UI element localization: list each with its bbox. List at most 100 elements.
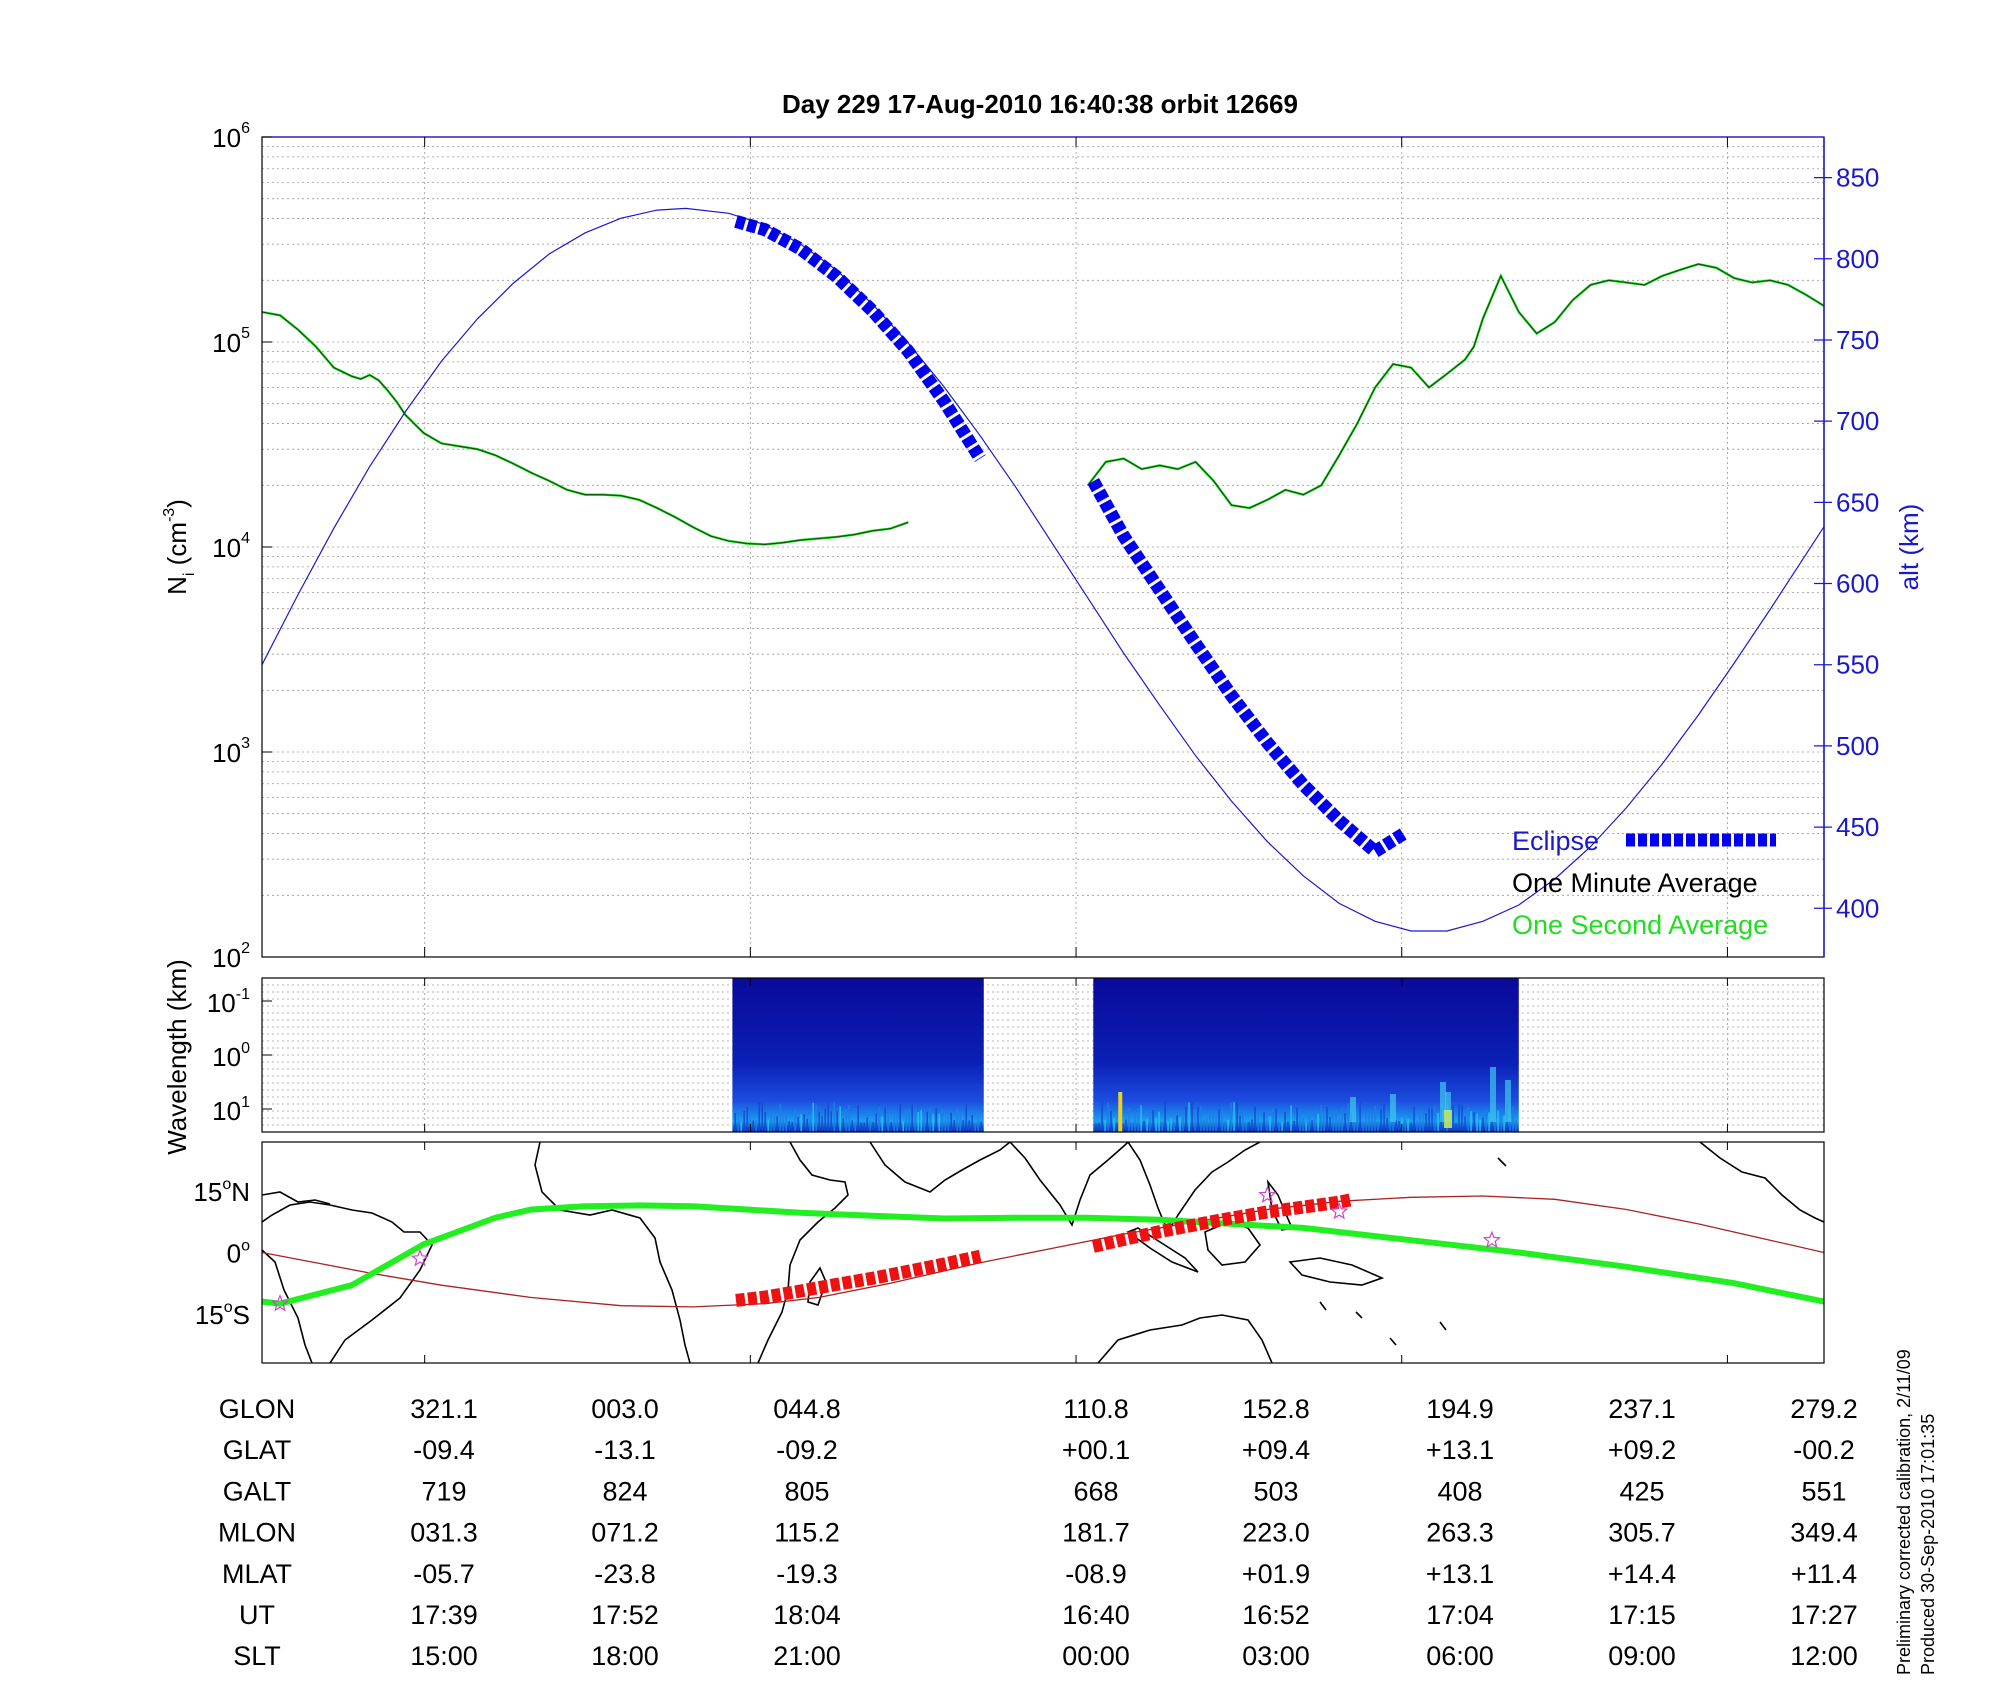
spectrogram-streak (1326, 1106, 1328, 1132)
spectrogram-streak (1182, 1117, 1184, 1132)
spectrogram-streak (890, 1122, 892, 1132)
spectrogram-streak (1161, 1122, 1163, 1132)
spectrogram-streak (1290, 1105, 1292, 1132)
spectrogram-streak (1272, 1108, 1274, 1132)
spectrogram-streak (920, 1110, 922, 1132)
spectrogram-streak (1356, 1110, 1358, 1132)
spectrogram-streak (1113, 1117, 1115, 1132)
table-cell: 16:40 (1062, 1600, 1130, 1630)
spectrogram-streak (962, 1120, 964, 1132)
alt-y-tick-label: 400 (1836, 893, 1879, 923)
spectrogram-streak (1302, 1117, 1304, 1132)
orbit-table: GLON 321.1 003.0 044.8 110.8 152.8 194.9 237.1 2… (218, 1394, 1858, 1671)
star-marker (1330, 1201, 1349, 1220)
spectrogram-streak (1203, 1119, 1205, 1132)
spectrogram-streak (1122, 1123, 1124, 1132)
spectrogram-streak (1365, 1113, 1367, 1132)
spectrogram-streak (782, 1113, 784, 1132)
coastline-north-america (1699, 1142, 1824, 1223)
spectrogram-streak (1380, 1109, 1382, 1132)
spectrogram-streak (1329, 1116, 1331, 1132)
spectrogram-streak (1173, 1122, 1175, 1132)
star-marker (1258, 1185, 1277, 1204)
spectrogram-streak (914, 1108, 916, 1132)
spectrogram-streak (1383, 1103, 1385, 1132)
x-ticks (424, 137, 1728, 1363)
spectrogram-streak (1407, 1119, 1409, 1132)
density-series (262, 207, 1824, 932)
spectrogram-streak (794, 1109, 796, 1132)
coastline-india (1009, 1142, 1129, 1227)
alt-y-tick-label: 700 (1836, 406, 1879, 436)
spectrogram-y-tick-label: 10-1 (207, 986, 250, 1018)
spectrogram-streak (1377, 1121, 1379, 1132)
spectrogram-streak (1134, 1111, 1136, 1132)
density-y-label: Ni (cm-3) (161, 499, 198, 595)
alt-y-tick-label: 450 (1836, 812, 1879, 842)
map-series (262, 1185, 1824, 1312)
spectrogram-streak (1362, 1121, 1364, 1132)
spectrogram-streak (1512, 1106, 1514, 1132)
table-cell: -05.7 (413, 1559, 475, 1589)
spectrogram-streak (803, 1114, 805, 1132)
spectrogram-streak (815, 1105, 817, 1132)
spectrogram-streak (845, 1108, 847, 1132)
spectrogram-streak (1488, 1112, 1490, 1132)
spectrogram-streak (1236, 1102, 1238, 1132)
spectrogram-streak (1188, 1102, 1190, 1132)
spectrogram-streak (1473, 1112, 1475, 1132)
spectrogram-block (1093, 978, 1519, 1132)
spectrogram-streak (1461, 1105, 1463, 1132)
eclipse-marker-line (1087, 478, 1408, 860)
spectrogram-hot-spot (1444, 1110, 1452, 1128)
spectrogram-streak (965, 1104, 967, 1132)
spectrogram-streak (1200, 1106, 1202, 1132)
map-frame (261, 1141, 1825, 1364)
spectrogram-streak (1206, 1116, 1208, 1132)
table-cell: -09.4 (413, 1435, 475, 1465)
spectrogram-streak (1413, 1107, 1415, 1132)
spectrogram-streak (1254, 1106, 1256, 1132)
spectrogram-streak (758, 1102, 760, 1132)
spectrogram-streak (1338, 1118, 1340, 1132)
spectrogram-streak (1230, 1102, 1232, 1132)
spectrogram-streak (836, 1111, 838, 1132)
table-cell: 223.0 (1242, 1518, 1310, 1548)
legend-eclipse-label: Eclipse (1512, 826, 1599, 856)
table-cell: 321.1 (410, 1394, 478, 1424)
spectrogram-streak (1116, 1123, 1118, 1132)
table-cell: 17:52 (591, 1600, 659, 1630)
coastline-central-america (262, 1191, 331, 1205)
table-cell: 503 (1253, 1476, 1298, 1506)
spectrogram-streak (740, 1122, 742, 1132)
table-cell: -09.2 (776, 1435, 838, 1465)
density-y-tick-label: 102 (212, 940, 250, 973)
spectrogram-streak (1458, 1104, 1460, 1132)
spectrogram-hot-column (1118, 1092, 1123, 1132)
spectrogram-streak (1497, 1110, 1499, 1132)
spectrogram-streak (863, 1122, 865, 1132)
spectrogram-streak (1350, 1113, 1352, 1132)
spectrogram-streak (1428, 1108, 1430, 1132)
spectrogram-panel: 10-1 100 101 Wavelength (km) (162, 959, 1825, 1155)
alt-y-tick-label: 850 (1836, 163, 1879, 193)
table-cell: -13.1 (594, 1435, 656, 1465)
spectrogram-streak (1170, 1118, 1172, 1132)
table-row-label: GLAT (223, 1435, 292, 1465)
spectrogram-streak (842, 1118, 844, 1132)
alt-y-tick-label: 550 (1836, 650, 1879, 680)
spectrogram-streak (734, 1113, 736, 1132)
spectrogram-streak (950, 1112, 952, 1132)
table-cell: 03:00 (1242, 1641, 1310, 1671)
table-cell: +09.4 (1242, 1435, 1310, 1465)
map-plot-area (262, 1142, 1824, 1363)
spectrogram-streak (1248, 1122, 1250, 1132)
eclipse-track-line (1091, 1193, 1354, 1253)
spectrogram-streak (1422, 1110, 1424, 1132)
spectrogram-streak (773, 1116, 775, 1132)
spectrogram-streak (1098, 1123, 1100, 1132)
table-cell: 071.2 (591, 1518, 659, 1548)
spectrogram-streak (1470, 1111, 1472, 1132)
table-cell: 18:04 (773, 1600, 841, 1630)
